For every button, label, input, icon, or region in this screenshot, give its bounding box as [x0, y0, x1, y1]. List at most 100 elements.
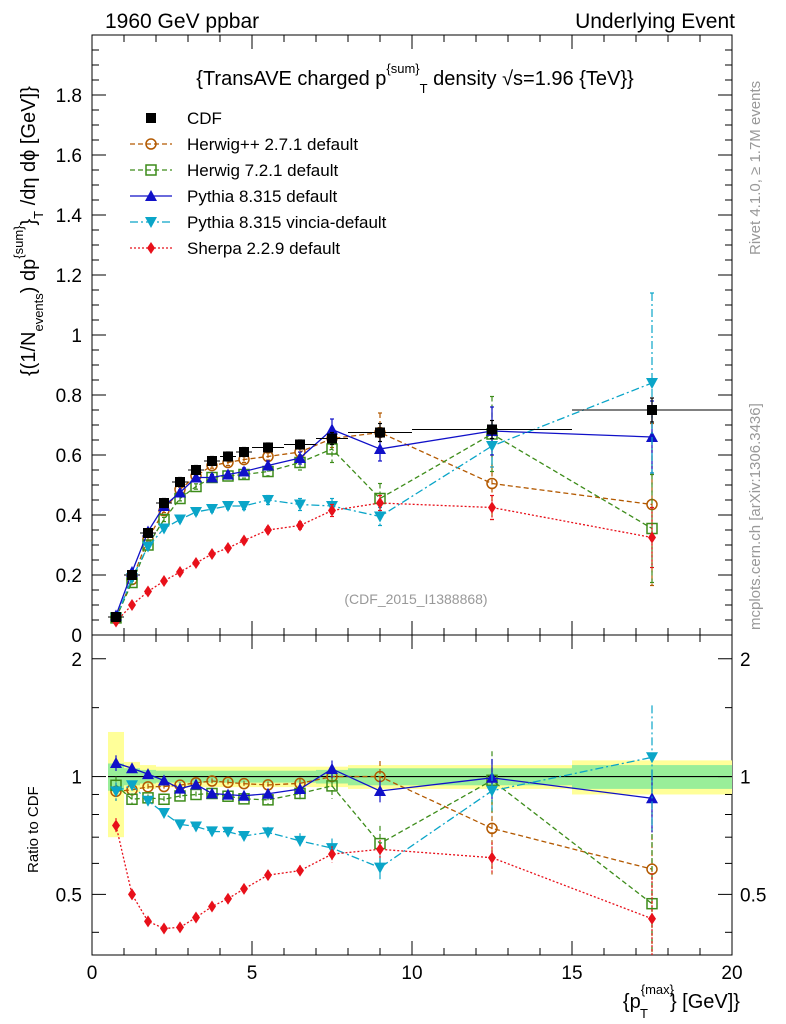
mcplots-label: mcplots.cern.ch [arXiv:1306.3436] — [747, 403, 764, 630]
data-point — [240, 534, 248, 547]
data-point — [222, 501, 234, 512]
data-point — [263, 442, 273, 453]
data-point — [176, 566, 184, 578]
rivet-label: Rivet 4.1.0, ≥ 1.7M events — [747, 81, 764, 255]
ratio-data-point — [190, 788, 202, 801]
x-axis-label: {p{max} T} [GeV]} — [623, 982, 740, 1021]
ratio-data-point — [224, 892, 232, 905]
ratio-data-point — [648, 912, 656, 925]
data-point — [487, 424, 497, 435]
data-point — [158, 523, 170, 535]
main-y-tick-label: 0.8 — [56, 386, 82, 407]
data-point — [144, 585, 152, 598]
legend-label: Sherpa 2.2.9 default — [187, 239, 340, 258]
ylabel-part-a-sub: events — [31, 293, 46, 332]
data-point — [142, 541, 154, 553]
data-point — [376, 497, 384, 509]
ratio-data-point — [222, 788, 234, 800]
ratio-data-point — [112, 819, 120, 832]
legend: CDF Herwig++ 2.7.1 default Herwig 7.2.1 de… — [130, 109, 387, 258]
data-point — [111, 612, 121, 622]
data-point — [647, 405, 657, 415]
data-point — [486, 441, 498, 452]
ratio-data-point — [144, 915, 152, 928]
legend-item: Herwig 7.2.1 default — [130, 161, 338, 180]
data-point — [191, 465, 201, 475]
data-point — [174, 514, 186, 526]
data-point — [646, 431, 658, 442]
ratio-data-point — [488, 851, 496, 864]
data-point — [224, 542, 232, 554]
header-left-title: 1960 GeV ppbar — [105, 10, 259, 33]
ratio-data-point — [142, 768, 154, 780]
main-y-tick-label: 0.2 — [56, 566, 82, 587]
xlabel-part-b: } [GeV]} — [670, 991, 740, 1013]
ratio-axis-ticks: 0.5 0.51 12 20 5 10 15 20 — [56, 635, 766, 984]
data-point — [206, 504, 218, 515]
data-point — [208, 548, 216, 560]
ratio-data-point — [160, 922, 168, 935]
data-point — [294, 452, 306, 463]
ratio-data-point — [142, 795, 154, 807]
ratio-y-tick-label-right: 1 — [740, 768, 751, 789]
data-point — [207, 456, 217, 466]
x-tick-label: 20 — [721, 963, 742, 984]
ratio-data-point — [240, 882, 248, 895]
main-y-tick-label: 1.8 — [56, 86, 82, 107]
data-point — [264, 524, 272, 536]
data-point — [239, 447, 249, 457]
ratio-data-point — [238, 830, 250, 842]
ylabel-part-d: /dη dϕ [GeV]} — [18, 86, 40, 211]
ratio-data-point — [262, 827, 274, 839]
ratio-data-point — [208, 900, 216, 913]
legend-marker — [145, 138, 157, 150]
ratio-data-point — [264, 869, 272, 882]
legend-marker — [145, 217, 157, 228]
ylabel-part-c-sub: T — [31, 211, 46, 219]
ratio-data-point — [128, 888, 136, 901]
ratio-panel: 0.5 0.51 12 20 5 10 15 20 — [56, 634, 766, 984]
data-point — [486, 477, 498, 490]
ratio-data-point — [326, 780, 338, 792]
ratio-y-tick-label: 1 — [71, 768, 82, 789]
series-pythia-8-315-vincia-default — [110, 292, 658, 625]
ylabel-part-a: {(1/N — [18, 332, 40, 376]
data-point — [206, 471, 218, 483]
ratio-data-point — [238, 777, 250, 790]
main-y-tick-label: 1.2 — [56, 266, 82, 287]
ratio-data-point — [190, 821, 202, 833]
data-point — [262, 495, 274, 506]
data-point — [648, 531, 656, 544]
ratio-data-point — [110, 786, 122, 798]
ratio-data-point — [646, 752, 658, 764]
xlabel-part-a-sub: T — [640, 1006, 648, 1021]
ratio-data-point — [206, 787, 218, 799]
data-point — [374, 511, 386, 523]
ratio-data-point — [158, 808, 170, 820]
main-y-tick-label: 0.6 — [56, 446, 82, 467]
data-point — [223, 451, 233, 462]
ratio-data-point — [192, 911, 200, 924]
main-y-axis-label: {(1/Nevents) dp{sum}}T /dη dϕ [GeV]} — [11, 86, 46, 376]
data-point — [328, 504, 336, 517]
data-point — [646, 378, 658, 389]
ratio-data-point — [238, 789, 250, 801]
main-y-tick-label: 1 — [71, 326, 82, 347]
legend-marker — [145, 190, 157, 201]
xlabel-part-a-sup: {max} — [641, 982, 675, 997]
data-point — [327, 433, 337, 444]
ratio-data-point — [262, 787, 274, 799]
ratio-data-point — [158, 774, 170, 786]
ratio-y-tick-label: 2 — [71, 650, 82, 671]
series-pythia-8-315-default — [110, 400, 658, 621]
ratio-data-point — [206, 826, 218, 838]
ratio-series-pythia-8-315-vincia-default — [110, 705, 658, 882]
data-point — [190, 507, 202, 518]
legend-marker — [146, 113, 156, 123]
ratio-data-point — [376, 843, 384, 856]
ratio-data-point — [174, 782, 186, 794]
main-panel: 0 0.2 0.4 0.6 0.8 1 1.2 1.4 1.6 1.8 — [56, 34, 733, 647]
ratio-data-point — [374, 785, 386, 797]
legend-item: CDF — [146, 109, 222, 128]
legend-label: Herwig 7.2.1 default — [187, 161, 338, 180]
